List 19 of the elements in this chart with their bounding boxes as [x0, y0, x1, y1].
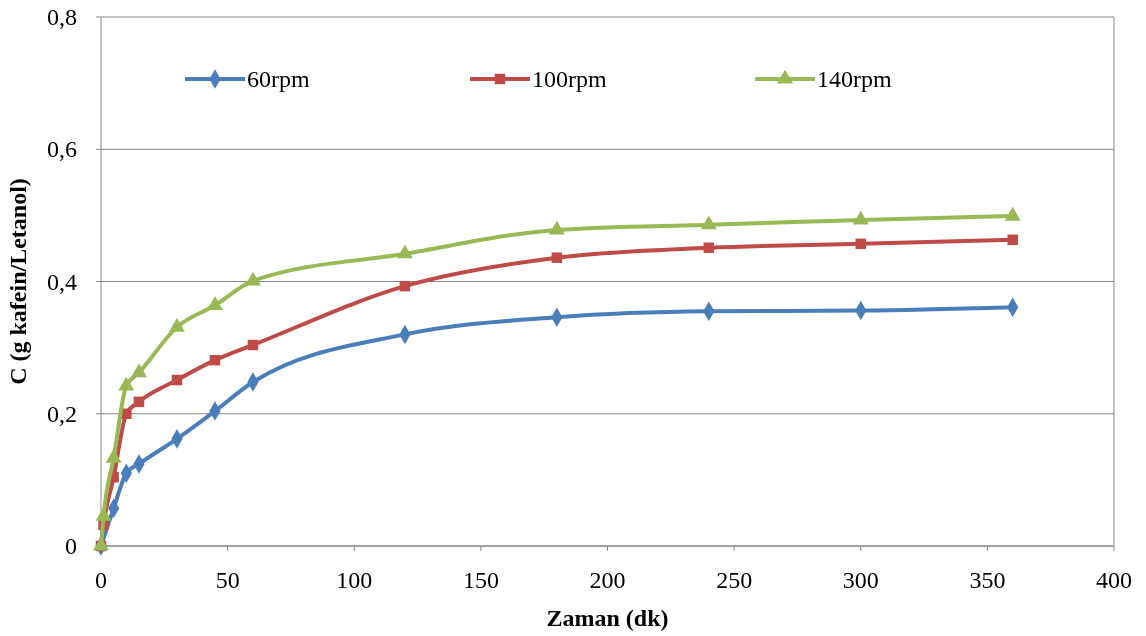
y-tick-label: 0,8	[47, 4, 77, 30]
x-tick-label: 250	[716, 567, 753, 593]
x-tick-label: 400	[1096, 567, 1132, 593]
x-axis-title: Zaman (dk)	[546, 605, 669, 631]
y-tick-label: 0,2	[47, 400, 77, 427]
legend-label: 60rpm	[247, 66, 310, 92]
y-tick-label: 0,4	[47, 268, 77, 295]
legend-label: 100rpm	[532, 66, 607, 92]
x-tick-label: 350	[969, 567, 1006, 593]
y-axis-title: C (g kafein/Letanol)	[5, 178, 31, 385]
legend-label: 140rpm	[817, 66, 892, 92]
x-tick-label: 200	[589, 567, 626, 593]
x-tick-label: 150	[462, 567, 499, 593]
y-tick-label: 0	[65, 533, 77, 559]
x-tick-label: 100	[336, 567, 373, 593]
x-tick-label: 0	[95, 567, 107, 593]
x-tick-label: 300	[842, 567, 879, 593]
y-tick-label: 0,6	[47, 136, 77, 163]
x-tick-label: 50	[215, 567, 240, 593]
